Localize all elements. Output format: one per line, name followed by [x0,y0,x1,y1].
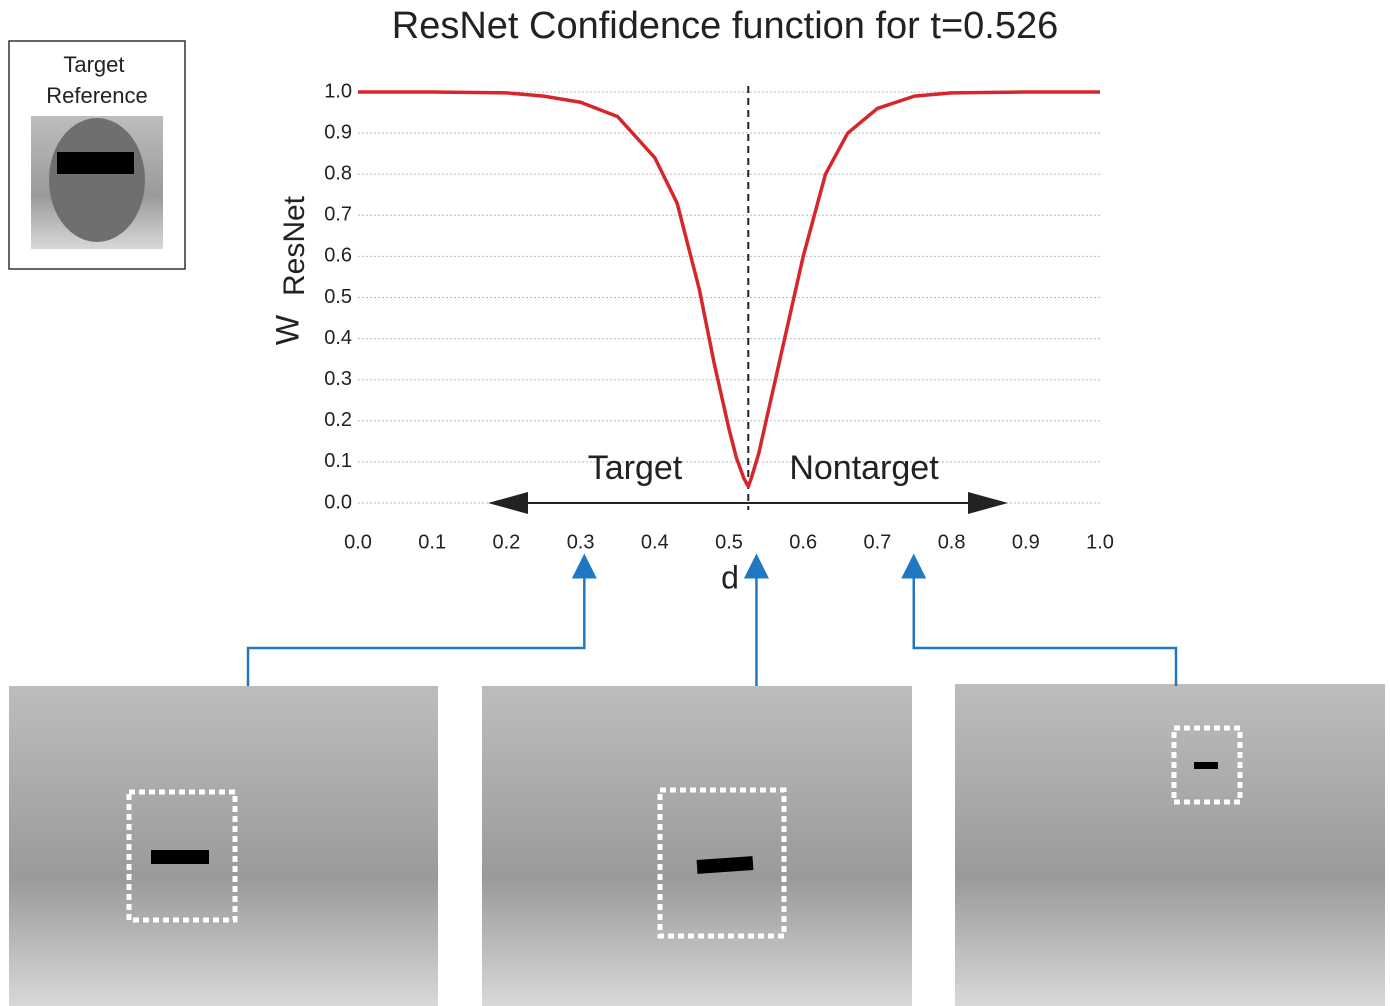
x-tick-label: 0.9 [1012,531,1040,553]
y-axis-label: W [269,314,305,345]
photo [482,686,912,1006]
x-tick-label: 0.0 [344,531,372,553]
y-tick-label: 0.7 [324,204,352,226]
x-tick-label: 1.0 [1086,531,1114,553]
arrow-head [968,492,1008,514]
x-tick-label: 0.5 [715,531,743,553]
region-label: Target [588,449,683,487]
figure: ResNet Confidence function for t=0.526 T… [0,0,1390,1006]
y-axis-label-sub: ResNet [278,195,311,296]
y-tick-label: 0.1 [324,450,352,472]
x-tick-label: 0.1 [418,531,446,553]
x-tick-label: 0.6 [789,531,817,553]
y-tick-label: 0.0 [324,491,352,513]
example-connector [248,566,584,686]
example-connector [914,566,1176,686]
x-tick-label: 0.3 [567,531,595,553]
eye-bar [57,152,134,174]
x-tick-label: 0.8 [938,531,966,553]
photo [955,684,1385,1006]
x-tick-label: 0.4 [641,531,669,553]
arrow-head [488,492,528,514]
page: {"chart_data": {"type": "line", "title":… [0,0,1390,1006]
confidence-line [358,92,1100,487]
y-tick-label: 0.2 [324,409,352,431]
region-label: Nontarget [789,449,939,487]
eye-bar [151,850,209,864]
plot: 0.0 0.1 0.2 0.3 0.4 0.5 0.6 0.7 0.8 0.9 1.0 0.0 0.1 0… [248,80,1176,686]
photos [9,684,1385,1006]
x-tick-label: 0.7 [863,531,891,553]
x-axis-label: d [721,559,739,595]
x-tick-label: 0.2 [492,531,520,553]
eye-bar [1194,762,1218,769]
y-tick-label: 0.4 [324,327,352,349]
face [49,118,145,242]
photo [9,686,438,1006]
y-tick-label: 0.8 [324,162,352,184]
y-tick-label: 0.5 [324,286,352,308]
y-tick-label: 0.3 [324,368,352,390]
y-tick-label: 0.6 [324,245,352,267]
y-tick-label: 0.9 [324,121,352,143]
chart-title: ResNet Confidence function for t=0.526 [392,5,1058,47]
y-tick-label: 1.0 [324,80,352,102]
